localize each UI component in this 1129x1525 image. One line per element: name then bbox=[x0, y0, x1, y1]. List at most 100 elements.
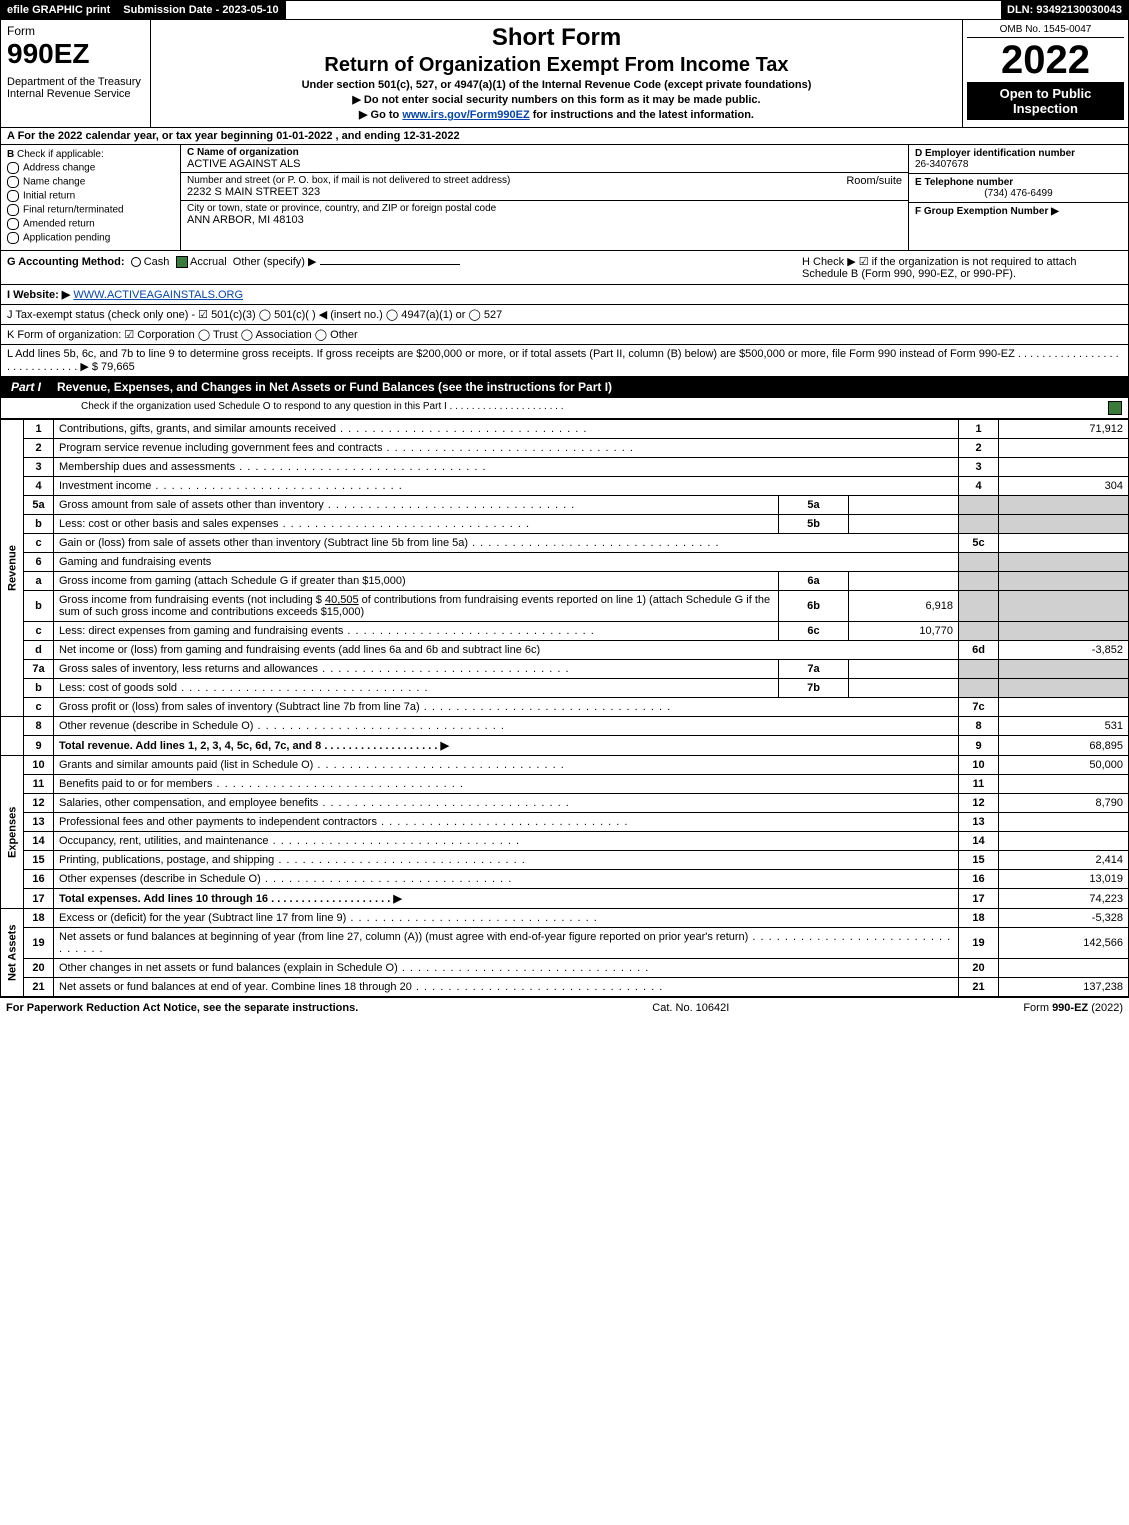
row-j: J Tax-exempt status (check only one) - ☑… bbox=[0, 305, 1129, 325]
line-7a-desc: Gross sales of inventory, less returns a… bbox=[59, 663, 570, 675]
line-13-desc: Professional fees and other payments to … bbox=[59, 816, 628, 828]
line-6a-shade-amt bbox=[999, 572, 1129, 591]
line-2-num: 2 bbox=[24, 439, 54, 458]
ein-label: D Employer identification number bbox=[915, 148, 1122, 159]
line-10-num: 10 bbox=[24, 756, 54, 775]
line-6d-num: d bbox=[24, 641, 54, 660]
chk-name-change[interactable]: Name change bbox=[7, 176, 174, 188]
line-21-desc: Net assets or fund balances at end of ye… bbox=[59, 981, 663, 993]
line-8-num: 8 bbox=[24, 717, 54, 736]
chk-initial-return[interactable]: Initial return bbox=[7, 190, 174, 202]
line-5a-subval bbox=[849, 496, 959, 515]
under-section: Under section 501(c), 527, or 4947(a)(1)… bbox=[159, 79, 954, 91]
line-14-amt bbox=[999, 832, 1129, 851]
line-3-amt bbox=[999, 458, 1129, 477]
line-5b-desc: Less: cost or other basis and sales expe… bbox=[59, 518, 530, 530]
line-6-desc: Gaming and fundraising events bbox=[54, 553, 959, 572]
line-17-amt: 74,223 bbox=[999, 889, 1129, 909]
footer-left: For Paperwork Reduction Act Notice, see … bbox=[6, 1002, 358, 1014]
line-14-desc: Occupancy, rent, utilities, and maintena… bbox=[59, 835, 520, 847]
col-b: B Check if applicable: Address change Na… bbox=[1, 145, 181, 250]
check-if-applicable: Check if applicable: bbox=[17, 149, 104, 160]
part1-sub-text: Check if the organization used Schedule … bbox=[81, 401, 563, 415]
efile-print-button[interactable]: efile GRAPHIC print bbox=[1, 1, 117, 19]
org-name-row: C Name of organization ACTIVE AGAINST AL… bbox=[181, 145, 908, 173]
irs-link[interactable]: www.irs.gov/Form990EZ bbox=[402, 109, 529, 121]
line-6c-desc: Less: direct expenses from gaming and fu… bbox=[59, 625, 595, 637]
accrual-label: Accrual bbox=[190, 256, 227, 268]
g-label: G Accounting Method: bbox=[7, 256, 125, 268]
website-link[interactable]: WWW.ACTIVEAGAINSTALS.ORG bbox=[73, 289, 243, 301]
row-l-amount: 79,665 bbox=[101, 361, 135, 373]
line-6a-subval bbox=[849, 572, 959, 591]
line-12-ref: 12 bbox=[959, 794, 999, 813]
line-3-num: 3 bbox=[24, 458, 54, 477]
addr-label: Number and street (or P. O. box, if mail… bbox=[187, 175, 510, 186]
line-4-num: 4 bbox=[24, 477, 54, 496]
line-2-desc: Program service revenue including govern… bbox=[59, 442, 634, 454]
line-20-num: 20 bbox=[24, 959, 54, 978]
goto-line: ▶ Go to www.irs.gov/Form990EZ for instru… bbox=[159, 108, 954, 121]
h-check: H Check ▶ ☑ if the organization is not r… bbox=[802, 255, 1122, 280]
line-16-amt: 13,019 bbox=[999, 870, 1129, 889]
line-20-desc: Other changes in net assets or fund bala… bbox=[59, 962, 649, 974]
line-12-amt: 8,790 bbox=[999, 794, 1129, 813]
footer-right: Form 990-EZ (2022) bbox=[1023, 1002, 1123, 1014]
line-6d-desc: Net income or (loss) from gaming and fun… bbox=[54, 641, 959, 660]
line-21-num: 21 bbox=[24, 978, 54, 997]
line-6b-sub: 6b bbox=[779, 591, 849, 622]
footer-right-post: (2022) bbox=[1088, 1002, 1123, 1014]
phone-block: E Telephone number (734) 476-6499 bbox=[909, 174, 1128, 203]
part1-sub: Check if the organization used Schedule … bbox=[0, 398, 1129, 419]
line-6b-shade-amt bbox=[999, 591, 1129, 622]
line-18-amt: -5,328 bbox=[999, 909, 1129, 928]
line-5b-num: b bbox=[24, 515, 54, 534]
schedule-o-checkbox[interactable] bbox=[1108, 401, 1122, 415]
header-right: OMB No. 1545-0047 2022 Open to Public In… bbox=[963, 20, 1128, 127]
line-15-desc: Printing, publications, postage, and shi… bbox=[59, 854, 526, 866]
netassets-sidelabel: Net Assets bbox=[1, 909, 24, 997]
line-6d-amt: -3,852 bbox=[999, 641, 1129, 660]
line-17-num: 17 bbox=[24, 889, 54, 909]
line-6d-ref: 6d bbox=[959, 641, 999, 660]
accrual-checkbox[interactable] bbox=[176, 256, 188, 268]
line-4-desc: Investment income bbox=[59, 480, 403, 492]
line-7b-sub: 7b bbox=[779, 679, 849, 698]
line-6b-shade bbox=[959, 591, 999, 622]
section-a: A For the 2022 calendar year, or tax yea… bbox=[0, 128, 1129, 145]
footer-right-bold: 990-EZ bbox=[1052, 1002, 1088, 1014]
cash-checkbox[interactable] bbox=[131, 257, 141, 267]
expenses-sidelabel: Expenses bbox=[1, 756, 24, 909]
line-5c-amt bbox=[999, 534, 1129, 553]
line-7c-amt bbox=[999, 698, 1129, 717]
line-8-ref: 8 bbox=[959, 717, 999, 736]
line-7b-shade-amt bbox=[999, 679, 1129, 698]
line-9-amt: 68,895 bbox=[999, 736, 1129, 756]
line-7c-ref: 7c bbox=[959, 698, 999, 717]
line-2-amt bbox=[999, 439, 1129, 458]
open-public-inspection: Open to Public Inspection bbox=[967, 82, 1124, 120]
part1-table: Revenue 1 Contributions, gifts, grants, … bbox=[0, 419, 1129, 997]
chk-amended-return[interactable]: Amended return bbox=[7, 218, 174, 230]
line-18-desc: Excess or (deficit) for the year (Subtra… bbox=[59, 912, 598, 924]
chk-final-return[interactable]: Final return/terminated bbox=[7, 204, 174, 216]
line-11-ref: 11 bbox=[959, 775, 999, 794]
dept-treasury: Department of the Treasury bbox=[7, 76, 144, 88]
line-15-num: 15 bbox=[24, 851, 54, 870]
line-5b-subval bbox=[849, 515, 959, 534]
line-17-ref: 17 bbox=[959, 889, 999, 909]
line-9-desc: Total revenue. Add lines 1, 2, 3, 4, 5c,… bbox=[59, 740, 449, 752]
submission-date: Submission Date - 2023-05-10 bbox=[117, 1, 285, 19]
website-label: I Website: ▶ bbox=[7, 289, 70, 301]
line-3-desc: Membership dues and assessments bbox=[59, 461, 487, 473]
chk-address-change[interactable]: Address change bbox=[7, 162, 174, 174]
line-6-num: 6 bbox=[24, 553, 54, 572]
chk-application-pending[interactable]: Application pending bbox=[7, 232, 174, 244]
line-6b-t1: Gross income from fundraising events (no… bbox=[59, 594, 325, 606]
line-6b-underline: 40,505 bbox=[325, 594, 359, 606]
row-g-h: G Accounting Method: Cash Accrual Other … bbox=[0, 251, 1129, 285]
line-21-ref: 21 bbox=[959, 978, 999, 997]
line-7a-num: 7a bbox=[24, 660, 54, 679]
line-11-num: 11 bbox=[24, 775, 54, 794]
group-exemption-label: F Group Exemption Number ▶ bbox=[915, 206, 1059, 217]
